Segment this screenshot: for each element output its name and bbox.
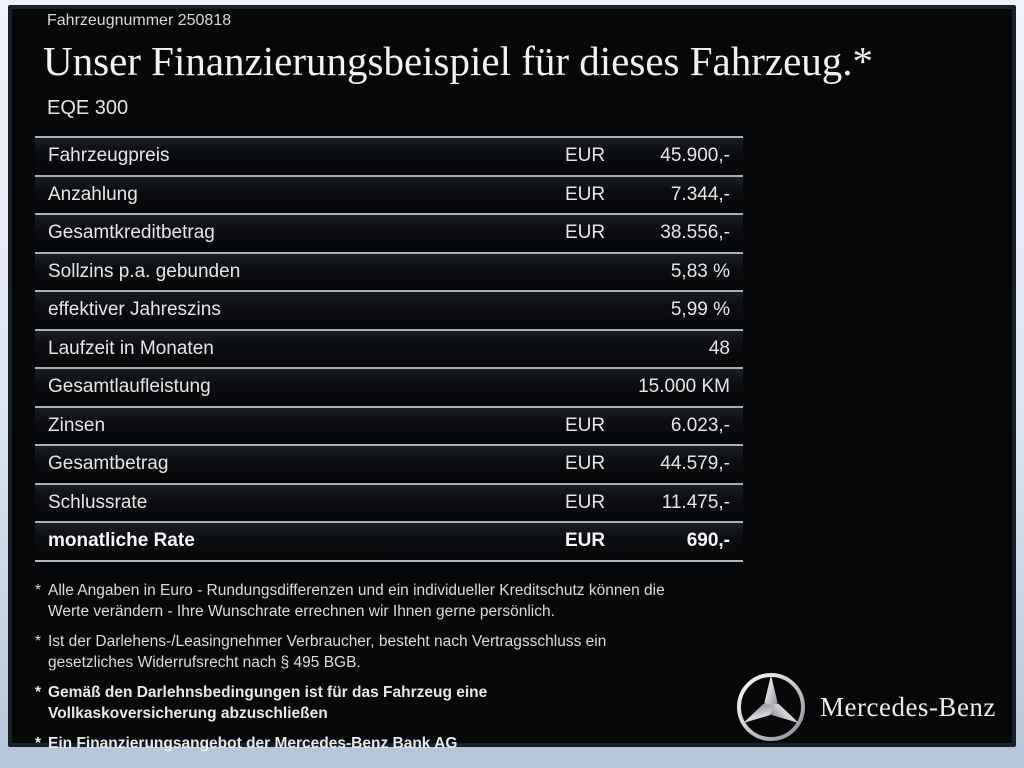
row-value: 5,83 %	[670, 260, 730, 282]
row-value: 6.023,-	[670, 414, 730, 436]
row-currency: EUR	[565, 183, 606, 205]
asterisk-marker: *	[35, 684, 42, 701]
asterisk-marker: *	[35, 582, 42, 599]
footnote-text: Ist der Darlehens-/Leasingnehmer Verbrau…	[48, 633, 607, 671]
row-value: 38.556,-	[660, 222, 730, 244]
row-label: Fahrzeugpreis	[48, 145, 170, 167]
row-label: Gesamtlaufleistung	[48, 376, 211, 398]
footnote-text: Gemäß den Darlehnsbedingungen ist für da…	[48, 684, 488, 722]
row-label: effektiver Jahreszins	[48, 299, 221, 321]
row-value: 48	[708, 337, 730, 359]
brand-wordmark: Mercedes-Benz	[820, 691, 996, 722]
row-label: Gesamtkreditbetrag	[48, 222, 215, 244]
row-currency: EUR	[565, 491, 606, 513]
row-label: Anzahlung	[48, 183, 138, 205]
table-row: Laufzeit in Monaten 48	[35, 328, 743, 367]
page-title: Unser Finanzierungsbeispiel für dieses F…	[43, 38, 874, 84]
table-row: Gesamtkreditbetrag EUR 38.556,-	[35, 213, 743, 252]
footnote: * Ein Finanzierungsangebot der Mercedes-…	[35, 733, 745, 754]
table-row: Anzahlung EUR 7.344,-	[35, 174, 743, 213]
row-label: Schlussrate	[48, 491, 148, 513]
mercedes-star-icon	[737, 673, 805, 741]
table-row: Gesamtbetrag EUR 44.579,-	[35, 444, 743, 483]
row-currency: EUR	[565, 530, 606, 552]
row-label: Sollzins p.a. gebunden	[48, 260, 241, 282]
footnote-text: Alle Angaben in Euro - Rundungsdifferenz…	[48, 582, 665, 620]
footnote: * Ist der Darlehens-/Leasingnehmer Verbr…	[35, 631, 745, 673]
row-label: monatliche Rate	[48, 530, 195, 552]
row-label: Laufzeit in Monaten	[48, 337, 214, 359]
row-value: 15.000 KM	[638, 376, 730, 398]
table-row: Zinsen EUR 6.023,-	[35, 405, 743, 444]
row-value: 44.579,-	[660, 453, 730, 475]
table-row-monthly-rate: monatliche Rate EUR 690,-	[35, 521, 743, 560]
row-label: Gesamtbetrag	[48, 453, 169, 475]
row-currency: EUR	[565, 145, 606, 167]
table-row: Schlussrate EUR 11.475,-	[35, 482, 743, 521]
row-currency: EUR	[565, 222, 606, 244]
row-currency: EUR	[565, 453, 606, 475]
financing-offer-document: Fahrzeugnummer 250818 Unser Finanzierung…	[8, 5, 1016, 752]
row-value: 7.344,-	[670, 183, 730, 205]
table-row: Fahrzeugpreis EUR 45.900,-	[35, 136, 743, 175]
footnotes: * Alle Angaben in Euro - Rundungsdiffere…	[35, 571, 745, 754]
vehicle-model: EQE 300	[47, 97, 129, 119]
row-label: Zinsen	[48, 414, 106, 436]
row-value: 45.900,-	[660, 145, 730, 167]
row-value: 690,-	[686, 530, 730, 552]
asterisk-marker: *	[35, 633, 42, 650]
financing-table: Fahrzeugpreis EUR 45.900,- Anzahlung EUR…	[35, 136, 743, 562]
vehicle-number: Fahrzeugnummer 250818	[47, 12, 232, 29]
row-value: 11.475,-	[661, 491, 730, 513]
brand-logo: Mercedes-Benz	[734, 670, 996, 744]
footnote: * Alle Angaben in Euro - Rundungsdiffere…	[35, 580, 745, 622]
row-value: 5,99 %	[670, 299, 730, 321]
footnote: * Gemäß den Darlehnsbedingungen ist für …	[35, 682, 745, 724]
table-row: Gesamtlaufleistung 15.000 KM	[35, 367, 743, 406]
row-currency: EUR	[565, 414, 606, 436]
footnote-text: Ein Finanzierungsangebot der Mercedes-Be…	[48, 735, 458, 752]
table-row: Sollzins p.a. gebunden 5,83 %	[35, 251, 743, 290]
asterisk-marker: *	[35, 735, 42, 752]
table-row: effektiver Jahreszins 5,99 %	[35, 290, 743, 329]
